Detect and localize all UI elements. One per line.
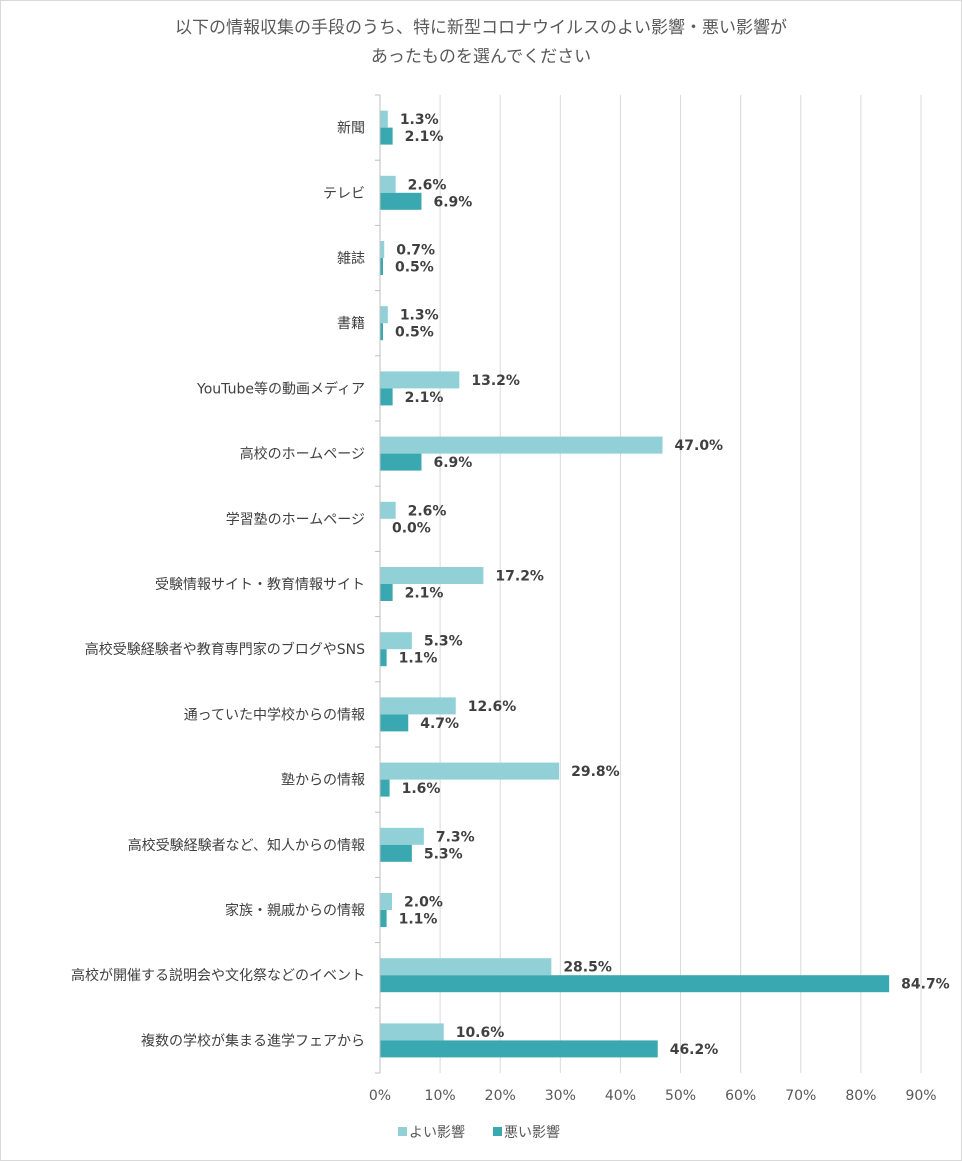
bar-good-impact [380,567,484,584]
bar-good-impact [380,632,412,650]
bar-bad-impact [380,388,393,406]
category-label: 塾からの情報 [281,773,365,789]
category-label: 通っていた中学校からの情報 [184,706,365,723]
data-label: 1.3% [400,112,439,128]
bar-good-impact [380,436,663,454]
bar-bad-impact [380,779,390,797]
data-label: 2.6% [408,503,447,519]
data-label: 28.5% [563,960,612,976]
category-label: 雑誌 [337,251,365,267]
category-label: 新聞 [337,121,365,137]
bar-bad-impact [380,192,422,210]
category-label: 高校が開催する説明会や文化祭などのイベント [71,967,365,984]
bar-good-impact [380,958,552,976]
data-label: 13.2% [471,373,520,389]
bar-bad-impact [380,584,393,601]
bar-good-impact [380,501,396,519]
data-label: 4.7% [420,716,459,732]
bar-good-impact [380,110,388,128]
legend: よい影響 悪い影響 [398,1124,560,1141]
data-label: 1.1% [399,651,438,667]
data-label: 0.5% [395,260,434,276]
x-tick-label: 50% [665,1088,696,1104]
data-label: 5.3% [424,634,463,650]
x-tick-label: 90% [905,1088,936,1104]
x-tick-label: 0% [369,1088,391,1104]
data-label: 2.1% [405,586,444,602]
bar-bad-impact [380,910,387,927]
category-label: 家族・親戚からの情報 [225,902,365,919]
category-label: 高校のホームページ [240,446,365,463]
x-tick-label: 10% [425,1088,456,1104]
x-tick-label: 20% [485,1088,516,1104]
gridlines [439,95,922,1073]
category-label: 学習塾のホームページ [226,512,365,528]
bar-bad-impact [380,975,890,993]
data-label: 0.5% [395,325,434,341]
category-label: 高校受験経験者など、知人からの情報 [128,837,365,854]
category-label: 書籍 [337,315,365,332]
bar-good-impact [380,241,385,258]
category-label: YouTube等の動画メディア [196,380,365,397]
data-label: 47.0% [675,438,724,454]
data-label: 7.3% [436,829,475,845]
legend-label: よい影響 [409,1124,465,1141]
bars [380,110,890,1058]
bar-good-impact [380,827,424,845]
data-label: 6.9% [433,194,472,210]
data-label: 1.1% [399,912,438,928]
bar-bad-impact [380,127,393,145]
data-label: 29.8% [571,764,620,780]
data-label: 2.1% [405,390,444,406]
x-tick-label: 60% [725,1088,756,1104]
x-tick-label: 80% [845,1088,876,1104]
x-tick-label: 40% [605,1088,636,1104]
data-labels: 1.3%2.1%2.6%6.9%0.7%0.5%1.3%0.5%13.2%2.1… [392,112,950,1058]
category-label: テレビ [323,186,365,202]
bar-good-impact [380,175,396,193]
category-label: 複数の学校が集まる進学フェアから [141,1032,365,1049]
bar-bad-impact [380,1040,658,1058]
data-label: 17.2% [495,569,544,585]
legend-swatch-bad [493,1127,502,1136]
data-label: 2.6% [408,177,447,193]
bar-bad-impact [380,323,384,341]
bar-good-impact [380,371,460,389]
data-label: 1.6% [402,781,441,797]
bar-good-impact [380,762,560,780]
legend-label: 悪い影響 [504,1124,560,1141]
data-label: 84.7% [901,977,950,993]
bar-good-impact [380,893,393,910]
bar-bad-impact [380,258,384,275]
data-label: 1.3% [400,308,439,324]
bar-bad-impact [380,453,422,471]
bar-good-impact [380,306,388,324]
data-label: 6.9% [433,455,472,471]
data-label: 0.0% [392,520,431,536]
data-label: 12.6% [468,699,517,715]
chart-title: 以下の情報収集の手段のうち、特に新型コロナウイルスのよい影響・悪い影響が あった… [175,18,787,67]
bar-bad-impact [380,844,412,862]
bar-good-impact [380,1023,444,1041]
chart-title-line-1: 以下の情報収集の手段のうち、特に新型コロナウイルスのよい影響・悪い影響が [175,18,787,38]
category-label: 高校受験経験者や教育専門家のブログやSNS [85,641,365,658]
chart-title-line-2: あったものを選んでください [371,47,591,67]
data-label: 0.7% [396,243,435,259]
x-tick-label: 30% [545,1088,576,1104]
bar-bad-impact [380,649,387,667]
data-label: 2.0% [404,895,443,911]
category-label: 受験情報サイト・教育情報サイト [155,577,365,593]
data-label: 5.3% [424,846,463,862]
data-label: 10.6% [456,1025,505,1041]
legend-swatch-good [398,1127,407,1136]
x-tick-label: 70% [785,1088,816,1104]
data-label: 46.2% [670,1042,719,1058]
data-label: 2.1% [405,129,444,145]
bar-bad-impact [380,714,409,732]
bar-good-impact [380,697,456,715]
